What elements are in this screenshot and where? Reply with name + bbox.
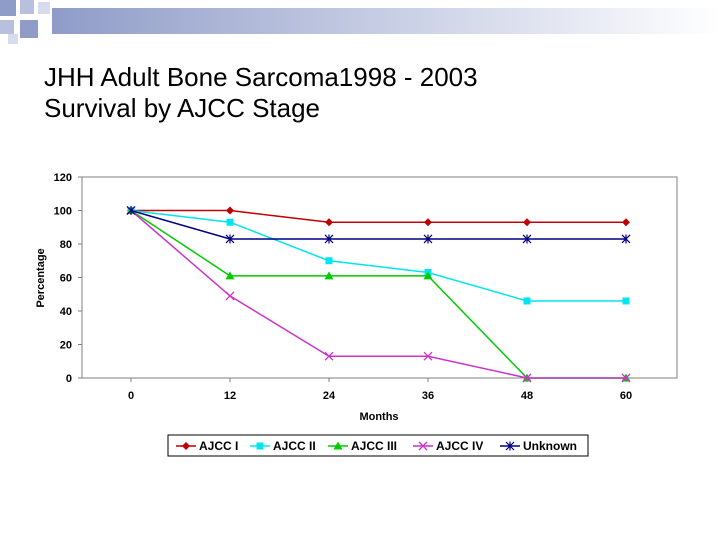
data-point-unknown (522, 234, 532, 244)
slide-title-line-1: JHH Adult Bone Sarcoma1998 - 2003 (44, 62, 478, 92)
series-ajcc-i (127, 206, 630, 227)
data-point-ajcc-iv (621, 373, 631, 383)
header-square-2 (20, 0, 34, 14)
data-point-ajcc-iv (324, 351, 334, 361)
legend-marker-ajcc-i (182, 442, 190, 450)
series-line-ajcc-i (131, 209, 626, 223)
x-tick-label: 48 (521, 390, 533, 402)
header-square-5 (38, 2, 50, 14)
x-axis-title: Months (359, 411, 398, 423)
data-point-ajcc-iii (324, 271, 334, 280)
series-line-ajcc-iii (130, 209, 626, 379)
x-tick-label: 0 (128, 390, 134, 402)
data-point-ajcc-i (424, 218, 432, 227)
legend-item-ajcc-ii: AJCC II (250, 439, 316, 453)
legend-label: AJCC IV (436, 439, 483, 453)
slide-header-decoration (0, 0, 720, 44)
data-point-ajcc-i (523, 218, 531, 227)
data-point-unknown (423, 234, 433, 244)
data-point-ajcc-ii (325, 257, 333, 265)
y-tick-label: 40 (60, 306, 72, 318)
legend-marker-unknown (505, 441, 515, 451)
legend-item-unknown: Unknown (500, 439, 577, 453)
x-tick-label: 36 (422, 390, 434, 402)
x-tick-label: 24 (323, 390, 336, 402)
data-point-ajcc-iv (423, 351, 433, 361)
legend-label: AJCC III (351, 439, 397, 453)
header-square-1 (0, 0, 16, 16)
slide-title: JHH Adult Bone Sarcoma1998 - 2003 Surviv… (44, 62, 684, 124)
legend-label: AJCC I (199, 439, 238, 453)
data-point-ajcc-iv (522, 373, 532, 383)
y-tick-label: 60 (60, 273, 72, 285)
legend-label: Unknown (523, 439, 577, 453)
data-point-ajcc-ii (622, 297, 630, 305)
data-point-ajcc-iv (225, 291, 235, 301)
data-point-ajcc-ii (523, 297, 531, 305)
data-point-ajcc-ii (226, 218, 234, 226)
y-tick-label: 0 (66, 373, 72, 385)
y-tick-label: 20 (60, 340, 72, 352)
header-square-3 (0, 20, 14, 34)
data-point-unknown (225, 234, 235, 244)
legend-marker-ajcc-ii (256, 442, 264, 450)
series-layer (126, 206, 631, 383)
legend-box (167, 434, 589, 457)
data-point-ajcc-i (325, 218, 333, 227)
y-axis-title: Percentage (35, 248, 47, 307)
data-point-ajcc-i (226, 206, 234, 215)
series-line-unknown (130, 209, 626, 240)
y-tick-label: 100 (54, 206, 72, 218)
data-point-ajcc-iii (423, 271, 433, 280)
legend-marker-ajcc-iii (333, 441, 343, 450)
series-ajcc-iii (126, 206, 631, 382)
legend-label: AJCC II (273, 439, 316, 453)
y-tick-label: 120 (54, 172, 72, 184)
legend-item-ajcc-i: AJCC I (176, 439, 238, 453)
x-tick-label: 60 (620, 390, 632, 402)
plot-area (81, 176, 678, 379)
data-point-unknown (324, 234, 334, 244)
series-line-ajcc-ii (130, 209, 626, 302)
data-point-unknown (126, 206, 136, 215)
header-square-6 (8, 34, 18, 44)
legend-marker-ajcc-iv (418, 441, 428, 451)
legend: AJCC I AJCC II AJCC III AJCC IV Unknown (176, 439, 577, 453)
data-point-unknown (621, 234, 631, 244)
data-point-ajcc-iii (225, 271, 235, 280)
series-line-ajcc-iv (130, 209, 626, 379)
legend-item-ajcc-iv: AJCC IV (413, 439, 483, 453)
slide-title-line-2: Survival by AJCC Stage (44, 93, 321, 123)
data-point-ajcc-i (622, 218, 630, 227)
y-tick-label: 80 (60, 239, 72, 251)
header-gradient-bar (52, 8, 720, 34)
y-axis: 0 20 40 60 80 100 120 (54, 172, 82, 385)
series-ajcc-iv (126, 206, 631, 383)
x-axis: 0 12 24 36 48 60 (128, 378, 632, 402)
legend-item-ajcc-iii: AJCC III (328, 439, 397, 453)
series-unknown (126, 206, 631, 244)
header-square-4 (20, 20, 38, 38)
x-tick-label: 12 (224, 390, 236, 402)
